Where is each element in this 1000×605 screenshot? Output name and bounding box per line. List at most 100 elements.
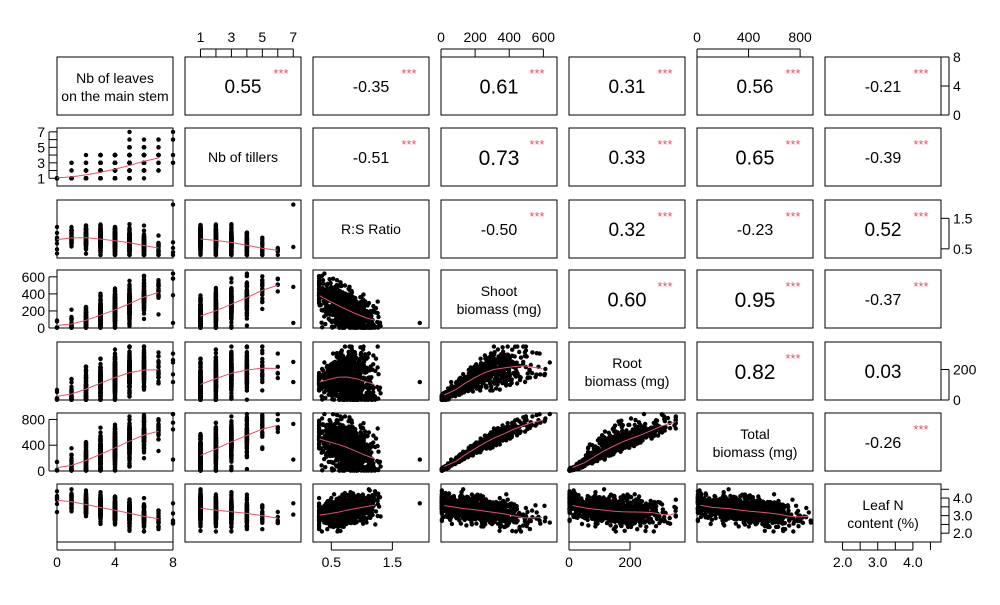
- data-point-3-1-511: [260, 296, 265, 301]
- data-point-3-0-869: [83, 321, 89, 326]
- data-point-1-0-898: [112, 160, 118, 165]
- panel-frame-4-3: [440, 341, 558, 401]
- data-point-1-0-501: [170, 152, 176, 158]
- data-point-2-0-901: [170, 202, 176, 207]
- data-point-2-1-861: [229, 245, 234, 250]
- data-point-3-0-893: [141, 288, 147, 293]
- variable-label-3-line2: biomass (mg): [457, 301, 542, 317]
- data-point-1-0-886: [112, 152, 118, 158]
- smooth-line-3-1: [200, 284, 278, 317]
- correlation-value-2-6: 0.52: [865, 220, 902, 241]
- variable-label-2: R:S Ratio: [341, 221, 401, 237]
- data-point-3-1-852: [244, 307, 250, 312]
- variable-label-5-line2: biomass (mg): [713, 444, 798, 460]
- data-point-3-1-892: [198, 310, 203, 315]
- data-point-2-0-899: [83, 243, 89, 248]
- data-point-1-0-766: [141, 176, 147, 181]
- panel-frame-3-5: [696, 269, 814, 329]
- data-point-2-0-850: [156, 233, 161, 238]
- data-point-3-0-883: [83, 312, 89, 317]
- data-point-2-1-886: [244, 237, 250, 242]
- data-point-2-1-867: [244, 252, 250, 258]
- data-point-3-0-895: [112, 314, 118, 319]
- data-point-1-0-734: [156, 160, 161, 165]
- data-point-2-1-777: [244, 230, 250, 235]
- panel-frame-5-3: [440, 412, 558, 472]
- panel-frame-2-5: [696, 199, 814, 259]
- data-point-3-0-891: [98, 324, 103, 329]
- data-point-2-1-758: [260, 239, 265, 245]
- panel-frame-0-4: [568, 56, 686, 116]
- data-point-3-1-362: [229, 276, 234, 281]
- significance-stars-0-6: ***: [913, 66, 928, 81]
- data-point-2-0-878: [141, 240, 147, 246]
- data-point-3-0-871: [98, 303, 103, 308]
- data-point-3-0-727: [98, 297, 103, 302]
- data-point-3-0-887: [83, 325, 89, 330]
- data-point-1-0-852: [98, 152, 103, 158]
- correlation-value-0-6: -0.21: [865, 79, 902, 96]
- data-point-1-0-799: [98, 160, 103, 165]
- smooth-line-2-1: [200, 238, 278, 251]
- data-point-3-0-760: [127, 284, 132, 290]
- correlation-value-0-4: 0.31: [609, 77, 646, 98]
- significance-stars-2-6: ***: [913, 209, 928, 224]
- data-point-2-0-840: [112, 228, 118, 233]
- data-point-1-0-850: [156, 168, 161, 173]
- data-point-2-0-425: [54, 230, 60, 236]
- data-point-3-1-901: [291, 320, 296, 326]
- data-point-2-0-891: [98, 246, 103, 251]
- data-point-3-1-636: [229, 320, 234, 325]
- data-point-3-0-362: [170, 276, 176, 281]
- correlation-value-2-4: 0.32: [609, 220, 646, 241]
- correlation-value-5-6: -0.26: [865, 435, 902, 452]
- data-point-2-0-845: [156, 252, 161, 258]
- panel-frame-5-6: [824, 412, 942, 472]
- data-point-3-1-427: [275, 277, 280, 282]
- data-point-2-1-897: [213, 247, 219, 252]
- significance-stars-2-5: ***: [785, 209, 800, 224]
- data-point-3-1-785: [229, 325, 234, 330]
- correlation-value-4-5: 0.82: [735, 361, 776, 384]
- panel-frame-1-3: [440, 127, 558, 187]
- correlation-value-4-6: 0.03: [865, 362, 902, 383]
- panel-frame-1-5: [696, 127, 814, 187]
- panel-frame-0-5: [696, 56, 814, 116]
- data-point-3-1-774: [198, 296, 203, 301]
- data-point-1-0-883: [83, 168, 89, 173]
- significance-stars-3-5: ***: [785, 279, 800, 294]
- data-point-3-0-886: [112, 301, 118, 306]
- data-point-3-0-866: [112, 319, 118, 324]
- significance-stars-5-6: ***: [913, 422, 928, 437]
- data-point-2-0-883: [83, 227, 89, 233]
- panel-frame-0-3: [440, 56, 558, 116]
- correlation-value-1-2: -0.51: [353, 150, 390, 167]
- data-point-2-1-889: [229, 236, 234, 242]
- data-point-3-1-836: [213, 325, 219, 330]
- panel-frame-1-1: [184, 127, 302, 187]
- data-point-3-0-515: [69, 307, 74, 312]
- data-point-2-1-760: [291, 244, 296, 250]
- data-point-2-1-896: [213, 242, 219, 247]
- panel-frame-4-1: [184, 341, 302, 401]
- panel-frame-1-4: [568, 127, 686, 187]
- data-point-2-1-901: [291, 202, 296, 207]
- data-point-2-1-883: [213, 227, 219, 233]
- significance-stars-3-4: ***: [657, 279, 672, 294]
- data-point-3-1-893: [229, 288, 234, 293]
- data-point-2-0-827: [98, 222, 103, 228]
- variable-label-6-line1: Leaf N: [862, 497, 903, 513]
- variable-label-0-line1: Nb of leaves: [76, 70, 154, 86]
- data-point-3-1-878: [229, 296, 234, 301]
- data-point-3-0-881: [83, 304, 89, 310]
- data-point-3-1-896: [213, 301, 219, 306]
- panel-frame-4-6: [824, 341, 942, 401]
- variable-label-3-line1: Shoot: [481, 283, 518, 299]
- correlation-value-3-6: -0.37: [865, 292, 902, 309]
- panel-frame-1-6: [824, 127, 942, 187]
- data-point-3-0-860: [127, 293, 132, 298]
- data-point-3-0-884: [127, 308, 132, 313]
- data-point-2-0-898: [112, 232, 118, 238]
- data-point-3-1-899: [198, 317, 203, 322]
- data-point-2-0-493: [54, 247, 60, 252]
